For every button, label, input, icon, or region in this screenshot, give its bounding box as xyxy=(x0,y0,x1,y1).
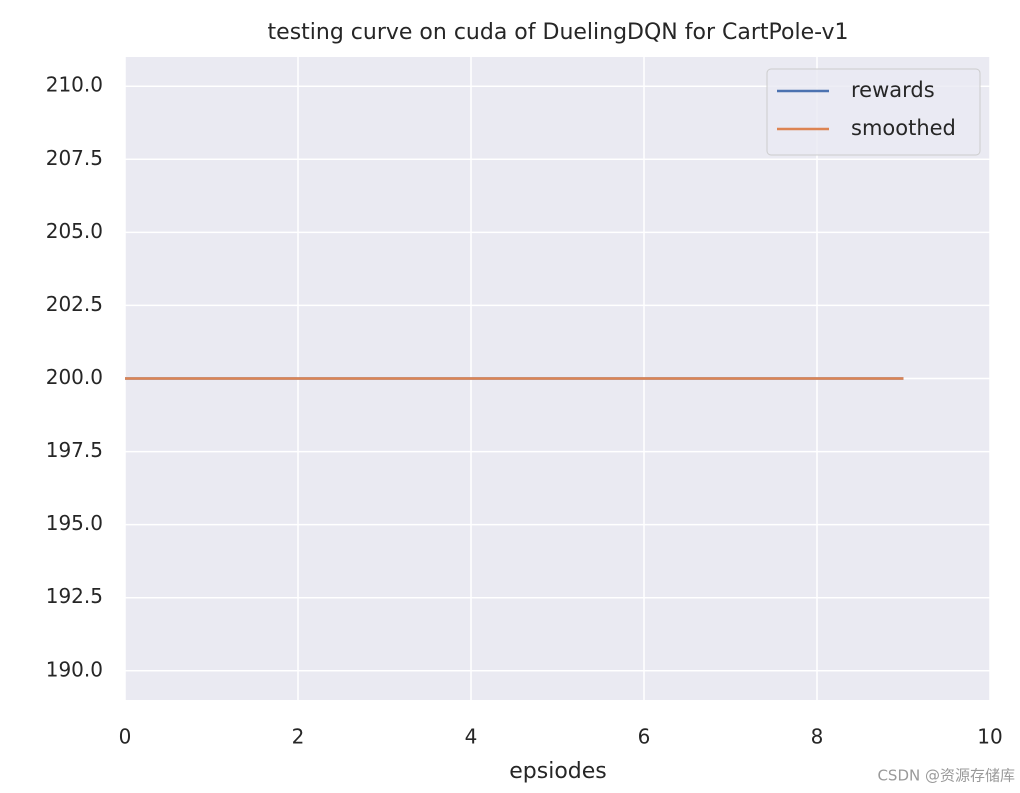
chart-title: testing curve on cuda of DuelingDQN for … xyxy=(268,20,849,45)
x-tick-label: 10 xyxy=(977,725,1002,749)
y-tick-label: 205.0 xyxy=(46,219,103,243)
y-tick-label: 200.0 xyxy=(46,365,103,389)
y-tick-label: 190.0 xyxy=(46,657,103,681)
y-tick-label: 197.5 xyxy=(46,438,103,462)
y-tick-label: 207.5 xyxy=(46,146,103,170)
legend-label: smoothed xyxy=(851,116,956,140)
y-tick-label: 202.5 xyxy=(46,292,103,316)
y-tick-label: 192.5 xyxy=(46,584,103,608)
legend-label: rewards xyxy=(851,78,935,102)
y-tick-label: 210.0 xyxy=(46,73,103,97)
y-tick-label: 195.0 xyxy=(46,511,103,535)
x-tick-label: 4 xyxy=(465,725,478,749)
x-axis-label: epsiodes xyxy=(509,759,607,784)
x-tick-label: 2 xyxy=(292,725,305,749)
x-tick-label: 8 xyxy=(811,725,824,749)
watermark: CSDN @资源存储库 xyxy=(877,767,1015,785)
x-tick-label: 6 xyxy=(638,725,651,749)
x-tick-label: 0 xyxy=(119,725,132,749)
